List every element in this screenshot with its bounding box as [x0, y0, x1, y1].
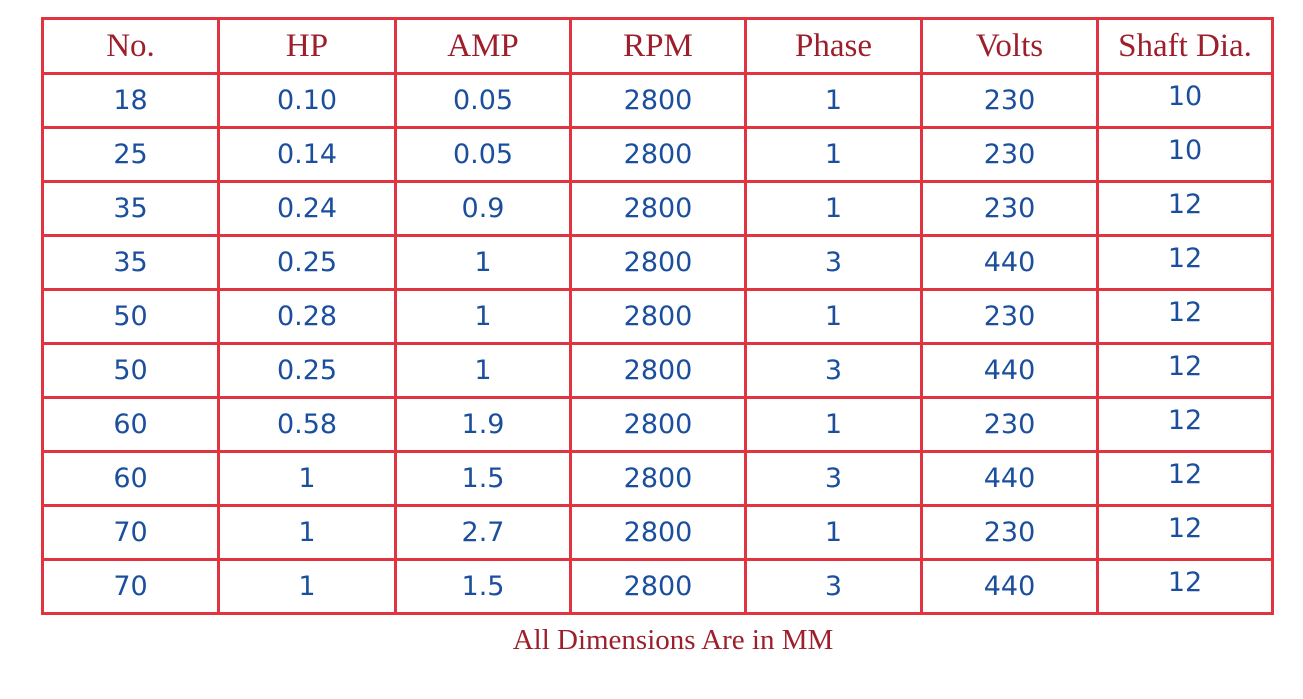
table-cell: 230	[920, 126, 1099, 183]
table-cell: 1	[217, 504, 397, 561]
table-cell: 0.25	[217, 342, 397, 399]
table-cell: 1	[217, 450, 397, 507]
spec-table: No. HP AMP RPM Phase Volts Shaft Dia. 18 0.10 0.…	[41, 17, 1274, 615]
table-cell: 0.28	[217, 288, 397, 345]
table-cell: 1	[744, 180, 923, 237]
column-header: Shaft Dia.	[1096, 17, 1274, 75]
table-cell: 440	[920, 234, 1099, 291]
column-header: Volts	[920, 17, 1099, 75]
table-cell: 60	[41, 396, 220, 453]
table-cell: 1	[394, 342, 572, 399]
table-cell: 230	[920, 72, 1099, 129]
table-cell: 1.5	[394, 450, 572, 507]
column-header: HP	[217, 17, 397, 75]
table-cell: 2800	[569, 72, 747, 129]
column-header: AMP	[394, 17, 572, 75]
table-row: 35 0.25 1 2800 3 440 12	[41, 234, 1274, 291]
table-cell: 3	[744, 558, 923, 615]
table-cell: 10	[1096, 126, 1274, 183]
table-cell: 0.05	[394, 126, 572, 183]
table-row: 25 0.14 0.05 2800 1 230 10	[41, 126, 1274, 183]
table-cell: 2800	[569, 450, 747, 507]
table-cell: 2800	[569, 288, 747, 345]
table-cell: 0.9	[394, 180, 572, 237]
table-cell: 18	[41, 72, 220, 129]
table-cell: 0.14	[217, 126, 397, 183]
table-cell: 0.24	[217, 180, 397, 237]
table-cell: 12	[1096, 288, 1274, 345]
table-cell: 60	[41, 450, 220, 507]
table-cell: 0.25	[217, 234, 397, 291]
table-cell: 2.7	[394, 504, 572, 561]
table-cell: 70	[41, 504, 220, 561]
table-cell: 2800	[569, 558, 747, 615]
table-cell: 230	[920, 288, 1099, 345]
table-cell: 1	[744, 504, 923, 561]
table-cell: 0.58	[217, 396, 397, 453]
table-cell: 1	[744, 126, 923, 183]
table-cell: 2800	[569, 342, 747, 399]
table-cell: 35	[41, 180, 220, 237]
table-cell: 12	[1096, 504, 1274, 561]
footer-note: All Dimensions Are in MM	[512, 624, 834, 656]
column-header: Phase	[744, 17, 923, 75]
table-cell: 50	[41, 288, 220, 345]
table-cell: 2800	[569, 396, 747, 453]
table-cell: 230	[920, 180, 1099, 237]
table-row: 50 0.28 1 2800 1 230 12	[41, 288, 1274, 345]
table-cell: 0.05	[394, 72, 572, 129]
table-cell: 1	[394, 288, 572, 345]
table-cell: 12	[1096, 234, 1274, 291]
header-row: No. HP AMP RPM Phase Volts Shaft Dia.	[41, 17, 1274, 75]
table-cell: 50	[41, 342, 220, 399]
table-cell: 2800	[569, 180, 747, 237]
table-cell: 230	[920, 396, 1099, 453]
table-cell: 1	[394, 234, 572, 291]
table-cell: 1	[744, 72, 923, 129]
table-cell: 10	[1096, 72, 1274, 129]
table-cell: 2800	[569, 504, 747, 561]
table-row: 60 0.58 1.9 2800 1 230 12	[41, 396, 1274, 453]
table-row: 18 0.10 0.05 2800 1 230 10	[41, 72, 1274, 129]
table-cell: 1.5	[394, 558, 572, 615]
table-cell: 3	[744, 342, 923, 399]
table-cell: 1	[217, 558, 397, 615]
column-header: RPM	[569, 17, 747, 75]
table-cell: 12	[1096, 450, 1274, 507]
table-cell: 440	[920, 558, 1099, 615]
table-cell: 1.9	[394, 396, 572, 453]
table-cell: 1	[744, 396, 923, 453]
table-row: 35 0.24 0.9 2800 1 230 12	[41, 180, 1274, 237]
table-row: 50 0.25 1 2800 3 440 12	[41, 342, 1274, 399]
table-cell: 35	[41, 234, 220, 291]
table-cell: 1	[744, 288, 923, 345]
table-body: 18 0.10 0.05 2800 1 230 10 25 0.14 0.05 2800 1 230 10…	[41, 72, 1274, 615]
table-cell: 12	[1096, 396, 1274, 453]
table-cell: 440	[920, 450, 1099, 507]
table-row: 70 1 1.5 2800 3 440 12	[41, 558, 1274, 615]
column-header: No.	[41, 17, 220, 75]
table-cell: 25	[41, 126, 220, 183]
table-cell: 12	[1096, 180, 1274, 237]
table-cell: 3	[744, 234, 923, 291]
table-cell: 230	[920, 504, 1099, 561]
table-row: 70 1 2.7 2800 1 230 12	[41, 504, 1274, 561]
table-cell: 3	[744, 450, 923, 507]
table-cell: 12	[1096, 558, 1274, 615]
table-cell: 440	[920, 342, 1099, 399]
table-cell: 0.10	[217, 72, 397, 129]
table-cell: 2800	[569, 234, 747, 291]
table-cell: 70	[41, 558, 220, 615]
table-row: 60 1 1.5 2800 3 440 12	[41, 450, 1274, 507]
table-cell: 12	[1096, 342, 1274, 399]
table-cell: 2800	[569, 126, 747, 183]
